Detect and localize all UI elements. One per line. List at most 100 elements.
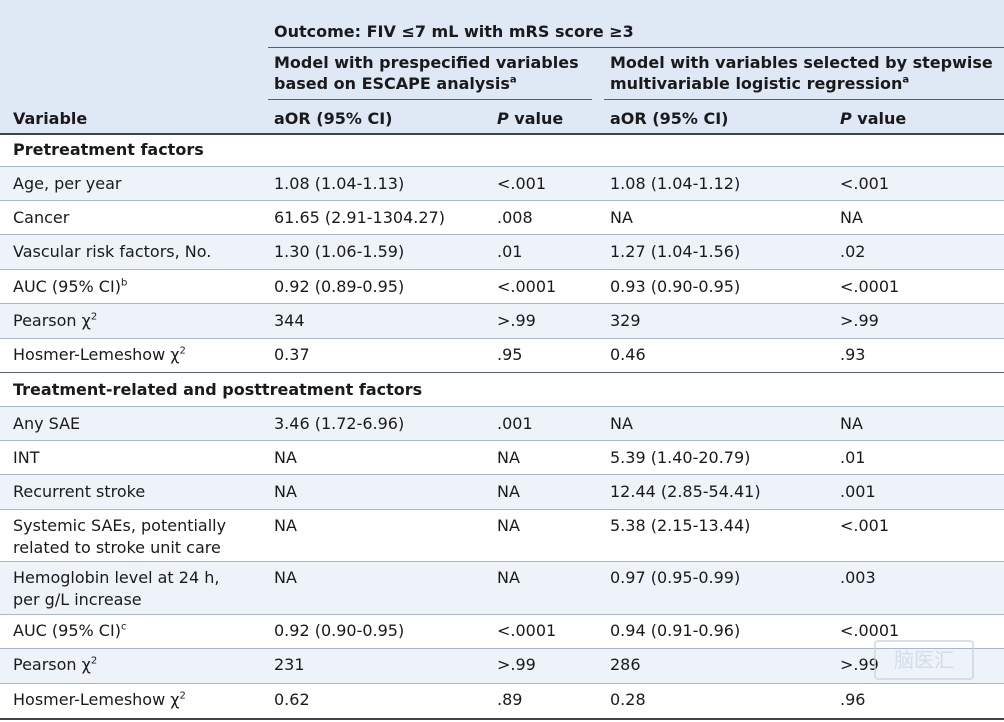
cell-p1: <.0001 bbox=[497, 277, 557, 296]
cell-aor2: 1.08 (1.04-1.12) bbox=[610, 174, 741, 193]
cell-p2: .96 bbox=[840, 690, 866, 709]
cell-aor2: 0.93 (0.90-0.95) bbox=[610, 277, 741, 296]
cell-p1: .95 bbox=[497, 345, 523, 364]
header-rule bbox=[268, 47, 1004, 48]
cell-aor2: 5.38 (2.15-13.44) bbox=[610, 516, 751, 535]
row-rule bbox=[0, 303, 1004, 304]
cell-aor1: NA bbox=[274, 516, 297, 535]
section-title: Treatment-related and posttreatment fact… bbox=[13, 380, 423, 399]
cell-p2: <.0001 bbox=[840, 621, 900, 640]
row-shade bbox=[0, 304, 1004, 338]
column-header-aor1: aOR (95% CI) bbox=[274, 109, 393, 128]
cell-variable: Recurrent stroke bbox=[13, 482, 146, 501]
cell-aor1: 3.46 (1.72-6.96) bbox=[274, 414, 405, 433]
cell-aor2: 0.28 bbox=[610, 690, 646, 709]
cell-p1: <.001 bbox=[497, 174, 547, 193]
row-shade bbox=[0, 235, 1004, 269]
cell-aor2: 12.44 (2.85-54.41) bbox=[610, 482, 761, 501]
column-header-variable: Variable bbox=[13, 109, 88, 128]
cell-variable-line2: related to stroke unit care bbox=[13, 538, 221, 557]
cell-p2: <.001 bbox=[840, 174, 890, 193]
cell-variable: Hemoglobin level at 24 h, bbox=[13, 568, 220, 587]
cell-variable: Cancer bbox=[13, 208, 70, 227]
row-shade bbox=[0, 475, 1004, 509]
cell-p2: >.99 bbox=[840, 311, 879, 330]
cell-variable: Hosmer-Lemeshow χ2 bbox=[13, 345, 186, 364]
row-rule bbox=[0, 509, 1004, 510]
cell-p1: NA bbox=[497, 516, 520, 535]
section-title: Pretreatment factors bbox=[13, 140, 204, 159]
cell-p1: .89 bbox=[497, 690, 523, 709]
cell-variable: Pearson χ2 bbox=[13, 311, 98, 330]
row-rule bbox=[0, 683, 1004, 684]
cell-aor1: NA bbox=[274, 568, 297, 587]
row-rule bbox=[0, 440, 1004, 441]
cell-aor2: 0.97 (0.95-0.99) bbox=[610, 568, 741, 587]
model1-heading-line1: Model with prespecified variables bbox=[274, 53, 579, 72]
cell-aor1: 344 bbox=[274, 311, 305, 330]
cell-p1: NA bbox=[497, 482, 520, 501]
cell-aor2: NA bbox=[610, 414, 633, 433]
row-rule bbox=[0, 474, 1004, 475]
cell-variable: Pearson χ2 bbox=[13, 655, 98, 674]
model2-heading-line1: Model with variables selected by stepwis… bbox=[610, 53, 993, 72]
section-rule bbox=[0, 372, 1004, 373]
cell-p2: <.0001 bbox=[840, 277, 900, 296]
cell-aor1: 0.92 (0.89-0.95) bbox=[274, 277, 405, 296]
cell-p1: .01 bbox=[497, 242, 523, 261]
cell-p1: >.99 bbox=[497, 311, 536, 330]
cell-aor1: 61.65 (2.91-1304.27) bbox=[274, 208, 445, 227]
cell-p1: NA bbox=[497, 568, 520, 587]
cell-p2: .001 bbox=[840, 482, 876, 501]
row-rule bbox=[0, 648, 1004, 649]
row-rule bbox=[0, 269, 1004, 270]
outcome-heading: Outcome: FIV ≤7 mL with mRS score ≥3 bbox=[274, 22, 634, 41]
table-header-background bbox=[0, 0, 1004, 134]
cell-p2: .93 bbox=[840, 345, 866, 364]
cell-aor2: NA bbox=[610, 208, 633, 227]
cell-aor1: 0.37 bbox=[274, 345, 310, 364]
row-rule bbox=[0, 338, 1004, 339]
cell-variable-line2: per g/L increase bbox=[13, 590, 142, 609]
row-rule bbox=[0, 200, 1004, 201]
cell-p1: >.99 bbox=[497, 655, 536, 674]
cell-variable: Any SAE bbox=[13, 414, 81, 433]
model1-heading-line2: based on ESCAPE analysisa bbox=[274, 74, 517, 93]
column-header-aor2: aOR (95% CI) bbox=[610, 109, 729, 128]
cell-aor1: 0.92 (0.90-0.95) bbox=[274, 621, 405, 640]
cell-aor1: 231 bbox=[274, 655, 305, 674]
row-shade bbox=[0, 562, 1004, 614]
cell-aor2: 0.94 (0.91-0.96) bbox=[610, 621, 741, 640]
row-shade bbox=[0, 167, 1004, 200]
cell-variable: Vascular risk factors, No. bbox=[13, 242, 212, 261]
column-header-p2: P value bbox=[840, 109, 907, 128]
cell-aor1: 1.30 (1.06-1.59) bbox=[274, 242, 405, 261]
cell-variable: Systemic SAEs, potentially bbox=[13, 516, 227, 535]
model2-heading-line2: multivariable logistic regressiona bbox=[610, 74, 910, 93]
header-rule bbox=[268, 99, 592, 100]
cell-aor2: 5.39 (1.40-20.79) bbox=[610, 448, 751, 467]
cell-p2: <.001 bbox=[840, 516, 890, 535]
cell-aor2: 286 bbox=[610, 655, 641, 674]
row-rule bbox=[0, 234, 1004, 235]
cell-variable: AUC (95% CI)c bbox=[13, 621, 127, 640]
cell-aor2: 1.27 (1.04-1.56) bbox=[610, 242, 741, 261]
cell-p1: NA bbox=[497, 448, 520, 467]
row-rule bbox=[0, 166, 1004, 167]
cell-p1: .001 bbox=[497, 414, 533, 433]
cell-p2: .01 bbox=[840, 448, 866, 467]
watermark-logo: 脑医汇 bbox=[874, 640, 974, 680]
cell-aor1: NA bbox=[274, 448, 297, 467]
cell-aor1: 0.62 bbox=[274, 690, 310, 709]
header-bottom-rule bbox=[0, 133, 1004, 135]
cell-aor1: NA bbox=[274, 482, 297, 501]
row-shade bbox=[0, 407, 1004, 440]
cell-variable: AUC (95% CI)b bbox=[13, 277, 128, 296]
cell-aor1: 1.08 (1.04-1.13) bbox=[274, 174, 405, 193]
table-bottom-rule bbox=[0, 718, 1004, 720]
cell-variable: Hosmer-Lemeshow χ2 bbox=[13, 690, 186, 709]
cell-p1: <.0001 bbox=[497, 621, 557, 640]
row-rule bbox=[0, 406, 1004, 407]
row-rule bbox=[0, 614, 1004, 615]
